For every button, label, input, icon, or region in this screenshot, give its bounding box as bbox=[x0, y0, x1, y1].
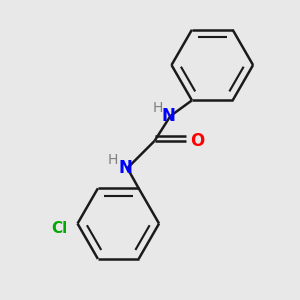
Text: N: N bbox=[118, 159, 132, 177]
Text: H: H bbox=[107, 153, 118, 167]
Text: Cl: Cl bbox=[51, 220, 68, 236]
Text: H: H bbox=[152, 101, 163, 115]
Text: O: O bbox=[190, 132, 205, 150]
Text: N: N bbox=[161, 107, 175, 125]
